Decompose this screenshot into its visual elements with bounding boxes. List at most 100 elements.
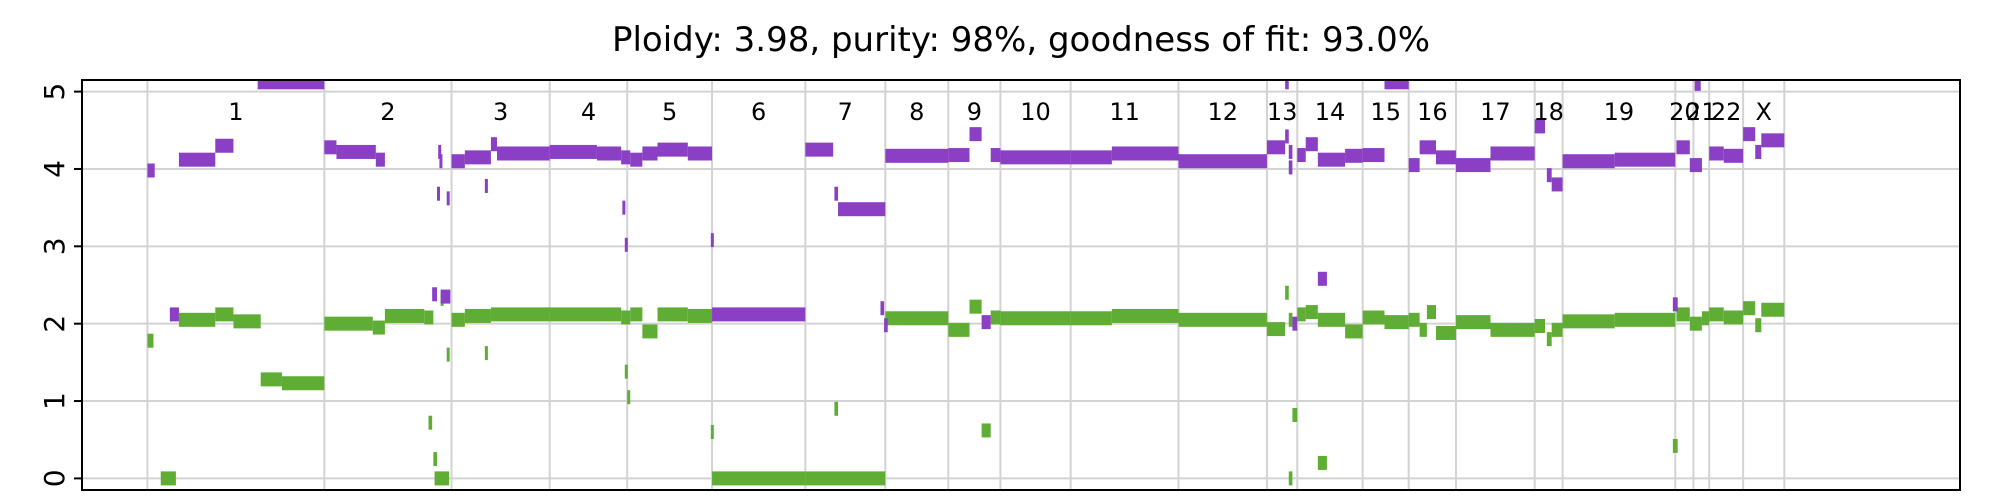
major-segment-4: [257, 80, 325, 90]
minor-segment-57: [1435, 325, 1456, 340]
chromosome-label-16: 16: [1417, 98, 1448, 126]
chromosome-label-13: 13: [1267, 98, 1298, 126]
major-segment-64: [1551, 177, 1563, 192]
minor-segment-48: [1305, 305, 1318, 320]
chromosome-label-7: 7: [838, 98, 853, 126]
minor-segment-40: [1111, 308, 1179, 323]
segments: [147, 80, 1785, 486]
minor-segment-39: [1070, 311, 1112, 326]
major-segment-19: [549, 144, 597, 159]
minor-segment-58: [1455, 315, 1491, 330]
minor-segment-4: [233, 314, 261, 329]
chromosome-label-21: 21: [1686, 98, 1717, 126]
minor-segment-50: [1317, 312, 1346, 327]
minor-segment-70: [1723, 310, 1744, 325]
major-segment-54: [1345, 148, 1363, 163]
major-segment-49: [1292, 316, 1298, 331]
major-segment-34: [884, 318, 888, 333]
minor-segment-68: [1701, 311, 1710, 326]
major-segment-75: [1761, 133, 1785, 148]
chromosome-label-17: 17: [1480, 98, 1511, 126]
major-segment-59: [1435, 150, 1456, 165]
minor-segment-12: [433, 452, 438, 467]
chromosome-label-1: 1: [228, 98, 243, 126]
minor-segment-36: [981, 423, 991, 438]
major-segment-52: [1317, 271, 1327, 286]
minor-segment-71: [1743, 301, 1756, 316]
minor-segment-14: [434, 471, 438, 486]
major-segment-14: [451, 154, 465, 169]
chromosome-label-6: 6: [751, 98, 766, 126]
major-segment-53: [1317, 152, 1346, 167]
major-segment-71: [1709, 146, 1724, 161]
minor-segment-3: [215, 307, 234, 322]
major-segment-29: [712, 307, 806, 322]
minor-segment-65: [1672, 438, 1678, 453]
minor-segment-46: [1292, 407, 1298, 422]
major-segment-44: [1266, 140, 1286, 155]
major-segment-18: [496, 146, 550, 161]
major-segment-70: [1694, 80, 1701, 91]
major-segment-31: [834, 186, 839, 201]
major-segment-26: [657, 142, 688, 157]
major-segment-60: [1455, 158, 1491, 173]
minor-segment-8: [372, 320, 385, 335]
minor-segment-73: [1761, 302, 1785, 317]
minor-segment-10: [424, 310, 434, 325]
minor-segment-0: [147, 333, 154, 348]
minor-segment-11: [428, 415, 433, 430]
y-tick-label-4: 4: [38, 160, 71, 178]
chromosome-label-X: X: [1755, 98, 1771, 126]
minor-segment-34: [948, 322, 970, 337]
chromosome-label-18: 18: [1533, 98, 1564, 126]
minor-segment-61: [1546, 332, 1552, 347]
major-segment-24: [630, 152, 643, 167]
major-segment-58: [1419, 140, 1436, 155]
major-segment-62: [1534, 119, 1546, 134]
major-segment-65: [1562, 154, 1615, 169]
major-segment-0: [147, 163, 155, 178]
major-segment-28: [710, 233, 714, 248]
minor-segment-38: [1000, 311, 1071, 326]
minor-segment-60: [1534, 319, 1546, 333]
major-segment-42: [1111, 146, 1179, 161]
major-segment-36: [948, 148, 970, 163]
minor-segment-59: [1490, 322, 1535, 337]
major-segment-27: [687, 146, 713, 161]
major-segment-21: [621, 150, 631, 165]
major-segment-50: [1297, 148, 1306, 163]
major-segment-47: [1288, 144, 1293, 159]
minor-segment-49: [1317, 455, 1327, 470]
minor-segment-37: [990, 310, 1001, 325]
minor-segment-55: [1419, 322, 1427, 337]
major-segment-68: [1676, 140, 1690, 155]
major-segment-13: [446, 191, 450, 206]
minor-segment-72: [1755, 318, 1762, 333]
major-segment-32: [838, 202, 886, 217]
major-segment-38: [981, 315, 991, 330]
minor-segment-63: [1562, 314, 1615, 329]
major-segment-55: [1362, 148, 1385, 163]
minor-segment-45: [1288, 471, 1293, 486]
major-segment-20: [596, 146, 622, 161]
minor-segment-7: [324, 316, 373, 331]
chromosome-label-11: 11: [1109, 98, 1140, 126]
y-tick-label-5: 5: [38, 83, 71, 101]
minor-segment-47: [1297, 307, 1306, 322]
minor-segment-31: [805, 471, 886, 486]
major-segment-41: [1070, 150, 1112, 165]
minor-segment-22: [621, 310, 631, 325]
minor-segment-33: [885, 311, 949, 326]
chromosome-label-5: 5: [662, 98, 677, 126]
y-tick-label-3: 3: [38, 237, 71, 255]
minor-segment-42: [1266, 322, 1286, 337]
chromosome-label-10: 10: [1020, 98, 1051, 126]
major-segment-46: [1285, 129, 1289, 144]
major-segment-16: [484, 178, 488, 193]
y-tick-label-1: 1: [38, 392, 71, 410]
minor-segment-9: [384, 308, 425, 323]
major-segment-6: [336, 144, 376, 159]
minor-segment-26: [642, 324, 658, 339]
minor-segment-2: [178, 312, 216, 327]
